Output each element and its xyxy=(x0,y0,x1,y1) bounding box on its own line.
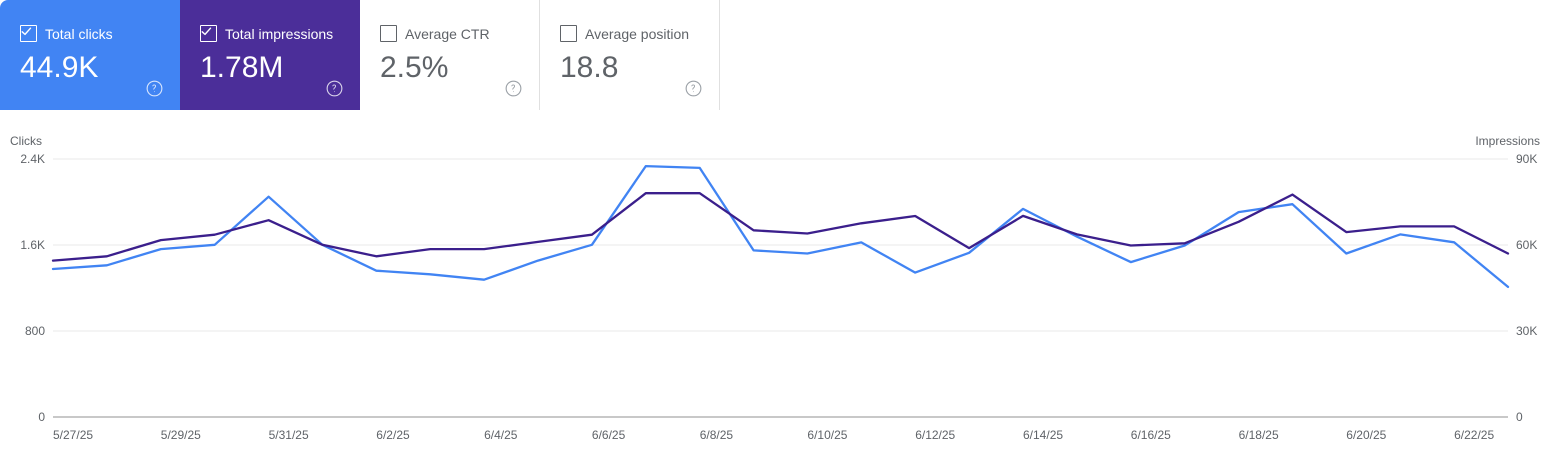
svg-text:5/31/25: 5/31/25 xyxy=(269,428,309,442)
svg-text:800: 800 xyxy=(25,324,45,338)
svg-text:6/18/25: 6/18/25 xyxy=(1239,428,1279,442)
svg-text:6/10/25: 6/10/25 xyxy=(807,428,847,442)
svg-text:5/29/25: 5/29/25 xyxy=(161,428,201,442)
svg-text:6/12/25: 6/12/25 xyxy=(915,428,955,442)
svg-text:6/8/25: 6/8/25 xyxy=(700,428,734,442)
svg-text:0: 0 xyxy=(38,410,45,424)
svg-text:0: 0 xyxy=(1516,410,1523,424)
svg-text:6/20/25: 6/20/25 xyxy=(1346,428,1386,442)
svg-text:6/22/25: 6/22/25 xyxy=(1454,428,1494,442)
svg-text:6/4/25: 6/4/25 xyxy=(484,428,518,442)
svg-text:6/6/25: 6/6/25 xyxy=(592,428,626,442)
svg-text:1.6K: 1.6K xyxy=(20,238,45,252)
svg-text:2.4K: 2.4K xyxy=(20,152,45,166)
svg-text:6/2/25: 6/2/25 xyxy=(376,428,410,442)
svg-text:30K: 30K xyxy=(1516,324,1537,338)
svg-text:6/14/25: 6/14/25 xyxy=(1023,428,1063,442)
svg-text:90K: 90K xyxy=(1516,152,1537,166)
svg-text:60K: 60K xyxy=(1516,238,1537,252)
svg-text:5/27/25: 5/27/25 xyxy=(53,428,93,442)
svg-text:6/16/25: 6/16/25 xyxy=(1131,428,1171,442)
